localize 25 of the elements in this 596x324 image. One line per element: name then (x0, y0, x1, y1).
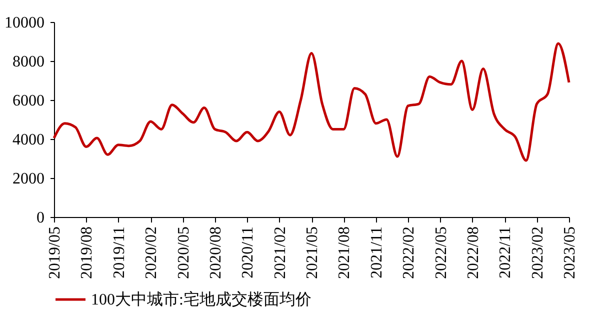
x-tick-label: 2020/05 (175, 226, 192, 279)
x-tick-label: 2019/05 (46, 226, 64, 279)
x-tick-label: 2021/08 (336, 226, 354, 279)
x-tick-label: 2021/05 (304, 226, 321, 279)
x-tick-label: 2021/11 (368, 226, 386, 278)
y-tick-label: 8000 (12, 54, 44, 70)
x-tick-label: 2021/02 (272, 226, 289, 279)
x-tick-label: 2022/02 (400, 226, 418, 279)
x-tick-label: 2019/11 (110, 226, 128, 278)
line-series (52, 42, 570, 162)
y-tick-label: 10000 (4, 14, 44, 32)
x-tick-label: 2022/05 (432, 226, 450, 279)
x-tick-label: 2020/02 (143, 226, 160, 279)
x-tick-label: 2020/11 (240, 226, 257, 278)
legend-label: 100大中城市:宅地成交楼面均价 (91, 290, 312, 308)
y-tick-label: 6000 (12, 92, 44, 110)
x-tick-label: 2019/08 (78, 226, 96, 279)
y-tick-label: 2000 (12, 170, 44, 188)
x-tick-label: 2020/08 (207, 226, 224, 279)
y-tick-label: 4000 (12, 132, 44, 148)
x-tick-label: 2022/08 (464, 226, 482, 279)
x-tick-label: 2023/02 (529, 226, 546, 279)
x-tick-label: 2023/05 (562, 226, 578, 279)
y-tick-label: 0 (36, 210, 44, 226)
x-tick-label: 2022/11 (497, 226, 514, 278)
